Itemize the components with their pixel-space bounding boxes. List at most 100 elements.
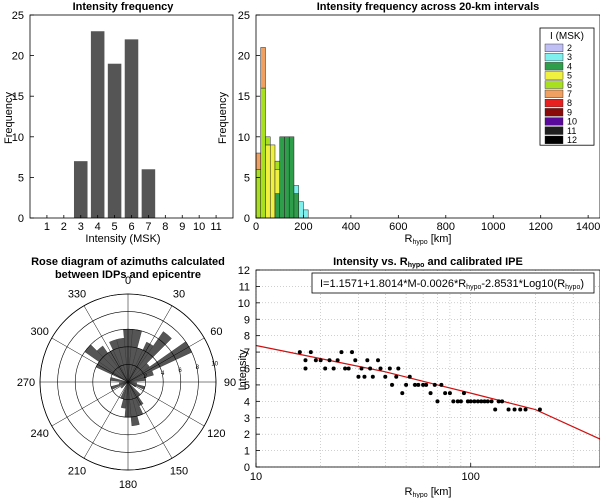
bar-distance-bin-120-i4	[284, 136, 290, 219]
bar-intensity-5	[107, 63, 122, 218]
data-point-3	[308, 350, 313, 355]
data-point-34	[424, 382, 429, 387]
panel3-plot-area: 2 4 6 8 10 0 30 60 90 120 150 180 210 240 270 300 330	[17, 275, 236, 491]
legend-label-9: 9	[567, 107, 572, 117]
bar-distance-bin-200-i3	[303, 209, 309, 219]
data-point-54	[496, 399, 501, 404]
data-point-38	[439, 382, 444, 387]
panel2-ytick-label: 25	[238, 10, 250, 22]
rose-sector-350	[116, 337, 129, 383]
panel2-xlabel-unit: [km]	[428, 233, 452, 245]
data-point-26	[394, 374, 399, 379]
data-point-21	[376, 358, 381, 363]
panel1-title: Intensity frequency	[73, 1, 175, 13]
rose-angle-label-330: 330	[68, 289, 86, 301]
bar-distance-bin-60-i5	[269, 144, 276, 219]
legend-swatch-11	[544, 126, 564, 135]
panel4-ytick-label: 12	[238, 265, 250, 277]
rose-spoke-150	[127, 381, 173, 459]
legend-label-10: 10	[567, 117, 577, 127]
data-point-32	[416, 382, 421, 387]
panel1-ytick-label: 0	[18, 213, 24, 225]
rose-spoke-300	[51, 337, 129, 383]
legend-label-3: 3	[567, 52, 572, 62]
panel2-xlabel: Rhypo [km]	[405, 233, 452, 246]
panel4-title-tail: and calibrated IPE	[424, 256, 522, 268]
bar-intensity-4	[90, 31, 105, 218]
rose-spoke-60	[127, 337, 205, 383]
panel2-ytick-label: 10	[238, 132, 250, 144]
data-point-6	[323, 366, 328, 371]
panel4-ytick-label: 11	[239, 281, 250, 293]
panel2-ylabel: Frequency	[217, 92, 229, 144]
legend-label-2: 2	[567, 43, 572, 53]
rose-spoke-240	[51, 381, 129, 427]
equation-sub-2: hypo	[565, 284, 580, 291]
data-point-4	[313, 358, 318, 363]
data-point-29	[404, 382, 409, 387]
panel1-ytick-label: 15	[12, 91, 24, 103]
panel4-xtick-label: 10	[250, 471, 262, 483]
legend-label-4: 4	[567, 61, 572, 71]
panel4-ytick-label: 2	[244, 429, 250, 441]
data-point-18	[365, 358, 370, 363]
fit-curve	[255, 344, 600, 440]
panel4-ytick-label: 4	[244, 396, 250, 408]
equation-part-3: )	[580, 278, 584, 290]
rose-radial-label-6: 6	[178, 368, 182, 374]
panel4-xlabel-sub: hypo	[412, 492, 427, 498]
panel1-xtick-label: 9	[179, 221, 185, 233]
data-point-10	[339, 350, 344, 355]
panel4-ytick-label: 3	[244, 413, 250, 425]
panel2-xlabel-main: R	[405, 233, 413, 245]
data-point-24	[387, 366, 392, 371]
panel2-xtick-label: 1000	[481, 221, 505, 233]
data-point-58	[518, 407, 523, 412]
panel4-xlabel: Rhypo [km]	[405, 486, 452, 498]
rose-sector-320	[96, 345, 129, 383]
data-point-48	[475, 399, 480, 404]
data-point-46	[468, 399, 473, 404]
legend-label-6: 6	[567, 80, 572, 90]
data-point-17	[362, 374, 367, 379]
panel1-xtick-label: 8	[162, 221, 168, 233]
data-point-9	[335, 358, 340, 363]
bar-distance-bin-40-i5	[265, 144, 271, 219]
rose-sector-260	[119, 381, 129, 385]
equation-sub-1: hypo	[466, 284, 481, 291]
data-point-5	[318, 358, 323, 363]
rose-spoke-120	[127, 381, 205, 427]
panel-distance-histogram: Intensity frequency across 20-km interva…	[217, 1, 600, 246]
panel1-ytick-label: 25	[12, 10, 24, 22]
panel2-xtick-label: 200	[294, 221, 312, 233]
legend-swatch-8	[544, 98, 564, 108]
panel2-xtick-label: 600	[389, 221, 407, 233]
rose-angle-label-120: 120	[207, 428, 225, 440]
bar-distance-bin-180-i3	[298, 201, 304, 219]
rose-angle-label-60: 60	[210, 326, 222, 338]
data-point-7	[327, 358, 332, 363]
panel1-xtick-label: 1	[44, 221, 50, 233]
bar-intensity-3	[73, 161, 88, 218]
data-point-2	[303, 366, 308, 371]
rose-angle-label-150: 150	[170, 465, 188, 477]
equation-text: I=1.1571+1.8014*M-0.0026*Rhypo-2.8531*Lo…	[320, 278, 584, 291]
bar-distance-bin-100-i4	[279, 136, 285, 219]
bar-distance-bin-160-i4	[293, 193, 299, 219]
panel4-ytick-label: 1	[244, 446, 250, 458]
panel2-ytick-label: 15	[238, 91, 250, 103]
data-point-42	[455, 399, 460, 404]
data-point-51	[485, 399, 490, 404]
panel1-xtick-label: 2	[61, 221, 67, 233]
rose-sector-230	[120, 381, 129, 389]
rose-radial-label-4: 4	[161, 371, 165, 377]
panel4-ytick-label: 7	[244, 347, 250, 359]
rose-angle-label-90: 90	[224, 377, 236, 389]
rose-spoke-330	[83, 305, 129, 383]
data-point-8	[331, 366, 336, 371]
data-point-49	[479, 399, 484, 404]
panel4-ytick-label: 8	[244, 331, 250, 343]
